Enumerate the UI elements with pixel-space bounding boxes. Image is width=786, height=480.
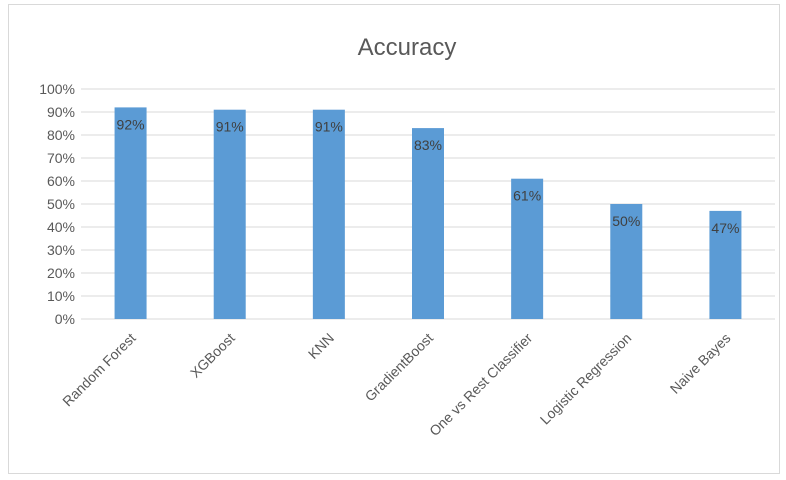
x-tick-label: Naive Bayes [667, 330, 734, 397]
y-tick-label: 30% [47, 242, 75, 258]
y-tick-label: 10% [47, 288, 75, 304]
chart-frame: Accuracy 0% 10% 20% 30% 40% 50% 60% 70% 80% 90% 10… [8, 4, 780, 474]
y-tick-label: 60% [47, 173, 75, 189]
bar [312, 109, 345, 319]
data-label: 50% [612, 213, 640, 229]
bars [114, 107, 742, 320]
y-tick-label: 70% [47, 150, 75, 166]
data-label: 47% [711, 220, 739, 236]
x-tick-label: One vs Rest Classifier [426, 330, 535, 439]
bar [511, 178, 544, 319]
y-tick-label: 20% [47, 265, 75, 281]
y-tick-label: 0% [55, 311, 75, 327]
bar [412, 128, 444, 319]
x-axis-ticks: Random Forest XGBoost KNN GradientBoostOne … [59, 330, 733, 439]
bar-chart: Accuracy 0% 10% 20% 30% 40% 50% 60% 70% 80% 90% 10… [39, 34, 775, 439]
y-tick-label: 80% [47, 127, 75, 143]
bar [213, 109, 246, 319]
y-tick-label: 40% [47, 219, 75, 235]
x-tick-label: XGBoost [187, 330, 238, 381]
bar [114, 107, 147, 320]
data-label: 92% [117, 116, 145, 132]
y-tick-label: 90% [47, 104, 75, 120]
x-tick-label: Random Forest [59, 330, 139, 410]
bar [610, 204, 643, 319]
bar [709, 210, 742, 319]
x-tick-label: GradientBoost [362, 330, 437, 405]
x-tick-label: Logistic Regression [537, 330, 635, 428]
y-tick-label: 50% [47, 196, 75, 212]
data-labels: 92% 91% 91% 83% 61% 50% 47% [117, 116, 740, 235]
y-axis-ticks: 0% 10% 20% 30% 40% 50% 60% 70% 80% 90% 100% [39, 81, 75, 327]
data-label: 61% [513, 188, 541, 204]
data-label: 83% [414, 137, 442, 153]
chart-title: Accuracy [358, 34, 457, 61]
y-tick-label: 100% [39, 81, 75, 97]
data-label: 91% [216, 119, 244, 135]
x-tick-label: KNN [305, 330, 337, 362]
data-label: 91% [315, 119, 343, 135]
